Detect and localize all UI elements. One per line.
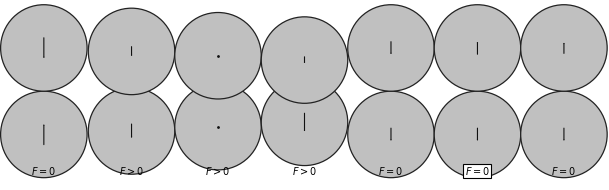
Ellipse shape xyxy=(434,5,521,91)
Text: $F>0$: $F>0$ xyxy=(292,165,317,177)
Ellipse shape xyxy=(261,17,348,103)
Ellipse shape xyxy=(348,91,434,178)
Ellipse shape xyxy=(348,5,434,91)
Ellipse shape xyxy=(1,5,87,91)
Ellipse shape xyxy=(521,91,607,178)
Ellipse shape xyxy=(175,83,261,170)
Ellipse shape xyxy=(88,88,175,174)
Ellipse shape xyxy=(261,79,348,165)
Text: $F=0$: $F=0$ xyxy=(378,165,404,177)
Ellipse shape xyxy=(521,5,607,91)
Text: $F=0$: $F=0$ xyxy=(31,165,57,177)
Ellipse shape xyxy=(434,91,521,178)
Ellipse shape xyxy=(1,91,87,178)
Text: $F=0$: $F=0$ xyxy=(465,165,490,177)
Ellipse shape xyxy=(88,8,175,95)
Ellipse shape xyxy=(175,13,261,99)
Text: $F>0$: $F>0$ xyxy=(205,165,231,177)
Text: $F=0$: $F=0$ xyxy=(551,165,577,177)
Text: $F>0$: $F>0$ xyxy=(119,165,144,177)
